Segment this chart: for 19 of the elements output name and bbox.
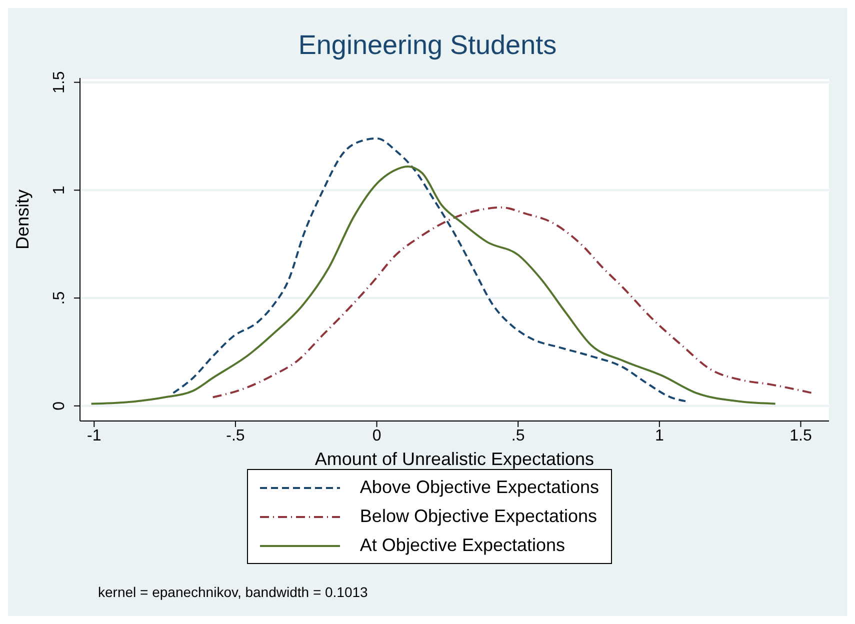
y-axis-title: Density	[12, 189, 32, 250]
x-tick-label: -.5	[226, 427, 245, 444]
chart-title: Engineering Students	[297, 30, 558, 61]
line-series	[212, 206, 814, 398]
y-tick-label: 0	[51, 401, 68, 410]
x-tick-label: 0	[372, 427, 382, 444]
legend-label: Below Objective Expectations	[360, 506, 598, 527]
y-tick-label: 1.5	[51, 71, 68, 94]
line-series	[90, 165, 776, 405]
legend-label: Above Objective Expectations	[360, 477, 600, 498]
y-tick-label: 1	[51, 186, 68, 195]
x-axis-title: Amount of Unrealistic Expectations	[314, 449, 594, 469]
x-tick-label: 1.5	[790, 427, 812, 444]
x-tick-label: 1	[654, 427, 664, 444]
legend-label: At Objective Expectations	[360, 535, 566, 556]
x-tick-label: .5	[511, 427, 525, 444]
text: kernel = epanechnikov, bandwidth = 0.1013	[98, 584, 368, 600]
x-tick-label: -1	[87, 427, 102, 444]
y-tick-label: .5	[51, 291, 68, 305]
